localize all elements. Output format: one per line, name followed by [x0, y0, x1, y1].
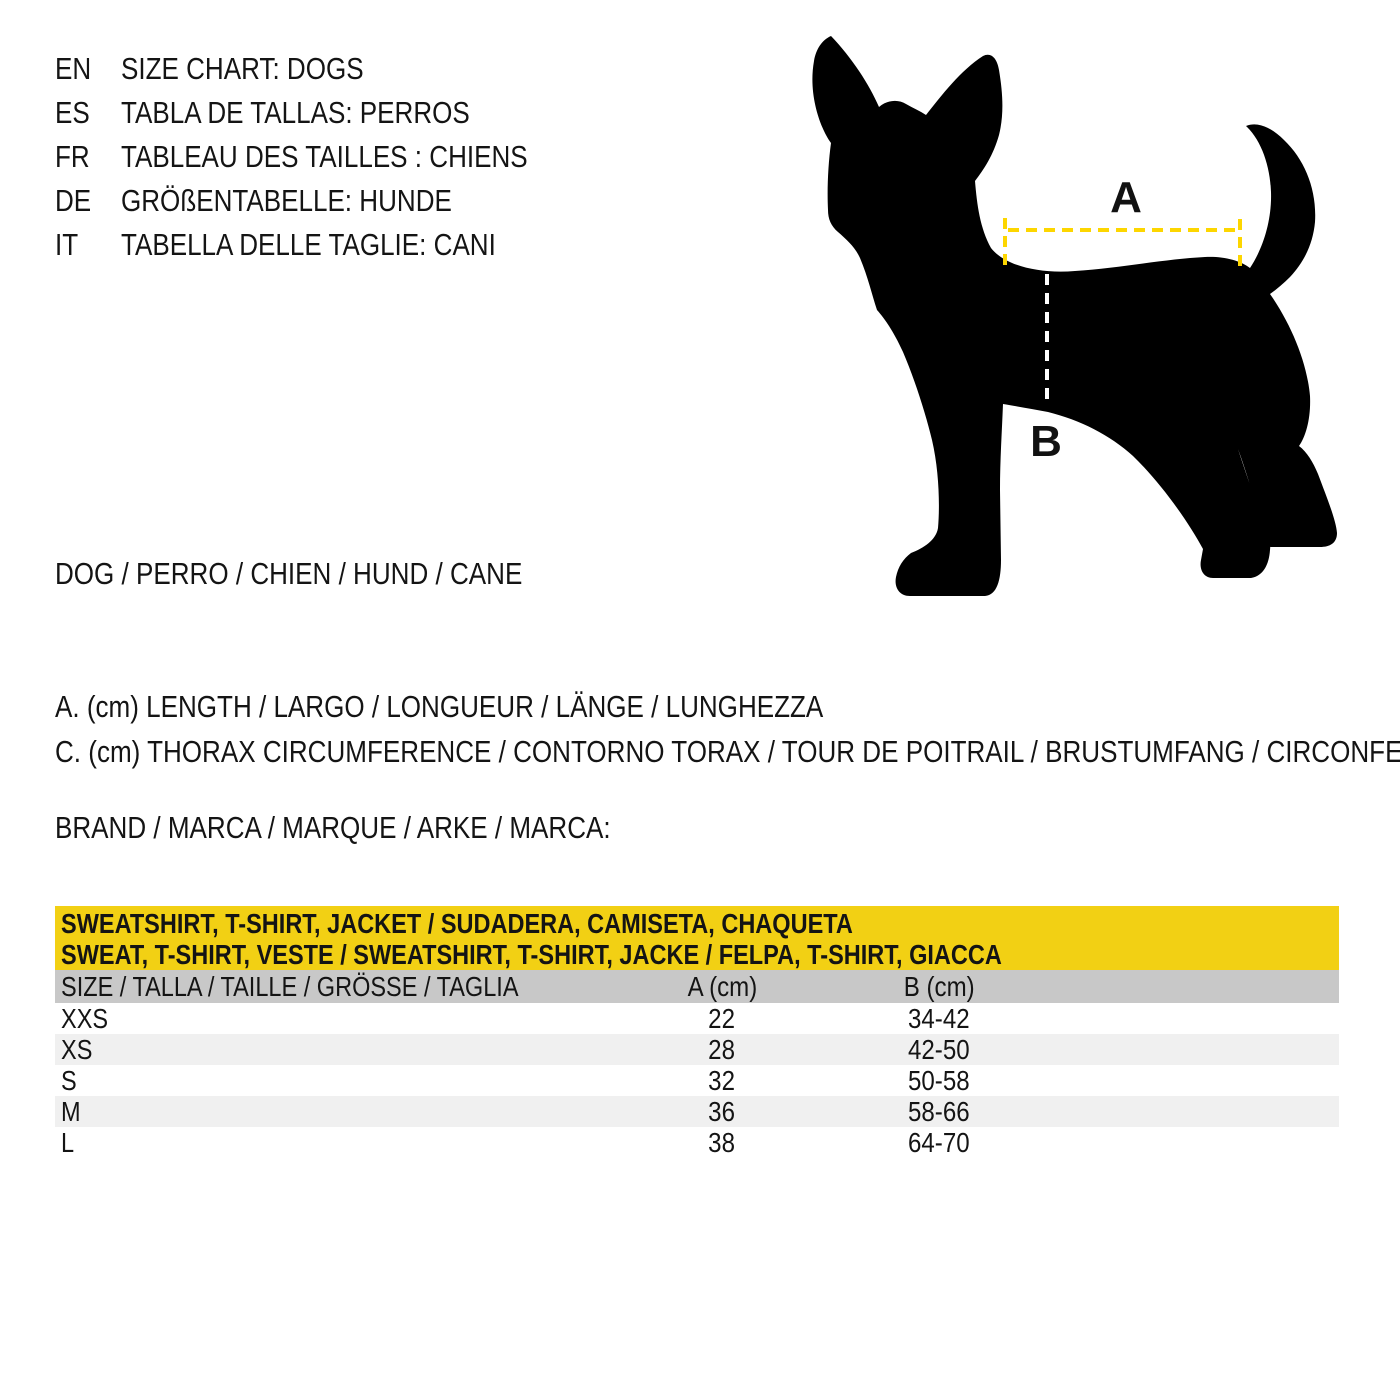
a-cell: 22	[708, 1003, 736, 1034]
b-cell: 34-42	[908, 1003, 970, 1034]
table-row: L 38 64-70	[55, 1127, 1339, 1158]
a-cell: 32	[708, 1065, 736, 1096]
table-column-header: SIZE / TALLA / TAILLE / GRÖSSE / TAGLIA …	[55, 970, 1339, 1003]
lang-code: FR	[55, 139, 90, 174]
size-cell: XS	[61, 1034, 93, 1065]
lang-title: TABLEAU DES TAILLES : CHIENS	[121, 139, 528, 174]
measure-a-legend: A. (cm) LENGTH / LARGO / LONGUEUR / LÄNG…	[55, 689, 824, 724]
category-title-line1: SWEATSHIRT, T-SHIRT, JACKET / SUDADERA, …	[61, 908, 853, 939]
lang-code: ES	[55, 95, 90, 130]
dog-silhouette-icon	[812, 36, 1337, 596]
brand-label: BRAND / MARCA / MARQUE / ARKE / MARCA:	[55, 810, 611, 845]
lang-code: EN	[55, 51, 92, 86]
marker-a-label: A	[1110, 173, 1142, 222]
lang-title: SIZE CHART: DOGS	[121, 51, 364, 86]
table-category-header: SWEATSHIRT, T-SHIRT, JACKET / SUDADERA, …	[55, 906, 1339, 970]
a-cell: 36	[708, 1096, 736, 1127]
a-cell: 28	[708, 1034, 736, 1065]
size-cell: S	[61, 1065, 77, 1096]
marker-b-label: B	[1030, 417, 1062, 466]
lang-title: TABLA DE TALLAS: PERROS	[121, 95, 470, 130]
size-cell: M	[61, 1096, 81, 1127]
lang-code: IT	[55, 227, 79, 262]
b-cell: 64-70	[908, 1127, 970, 1158]
a-cell: 38	[708, 1127, 736, 1158]
lang-code: DE	[55, 183, 92, 218]
size-cell: L	[61, 1127, 75, 1158]
col-header-size: SIZE / TALLA / TAILLE / GRÖSSE / TAGLIA	[61, 971, 519, 1002]
b-cell: 50-58	[908, 1065, 970, 1096]
b-cell: 58-66	[908, 1096, 970, 1127]
table-row: XXS 22 34-42	[55, 1003, 1339, 1034]
lang-title: GRÖßENTABELLE: HUNDE	[121, 183, 452, 218]
dog-measurement-diagram: A B	[812, 36, 1337, 596]
table-row: S 32 50-58	[55, 1065, 1339, 1096]
table-row: M 36 58-66	[55, 1096, 1339, 1127]
col-header-a: A (cm)	[687, 971, 757, 1002]
category-title-line2: SWEAT, T-SHIRT, VESTE / SWEATSHIRT, T-SH…	[61, 939, 1002, 970]
lang-title: TABELLA DELLE TAGLIE: CANI	[121, 227, 496, 262]
length-measure-line	[1003, 218, 1242, 272]
subject-label: DOG / PERRO / CHIEN / HUND / CANE	[55, 556, 523, 591]
table-row: XS 28 42-50	[55, 1034, 1339, 1065]
measure-c-legend: C. (cm) THORAX CIRCUMFERENCE / CONTORNO …	[55, 734, 1400, 769]
col-header-b: B (cm)	[903, 971, 975, 1002]
b-cell: 42-50	[908, 1034, 970, 1065]
size-cell: XXS	[61, 1003, 109, 1034]
